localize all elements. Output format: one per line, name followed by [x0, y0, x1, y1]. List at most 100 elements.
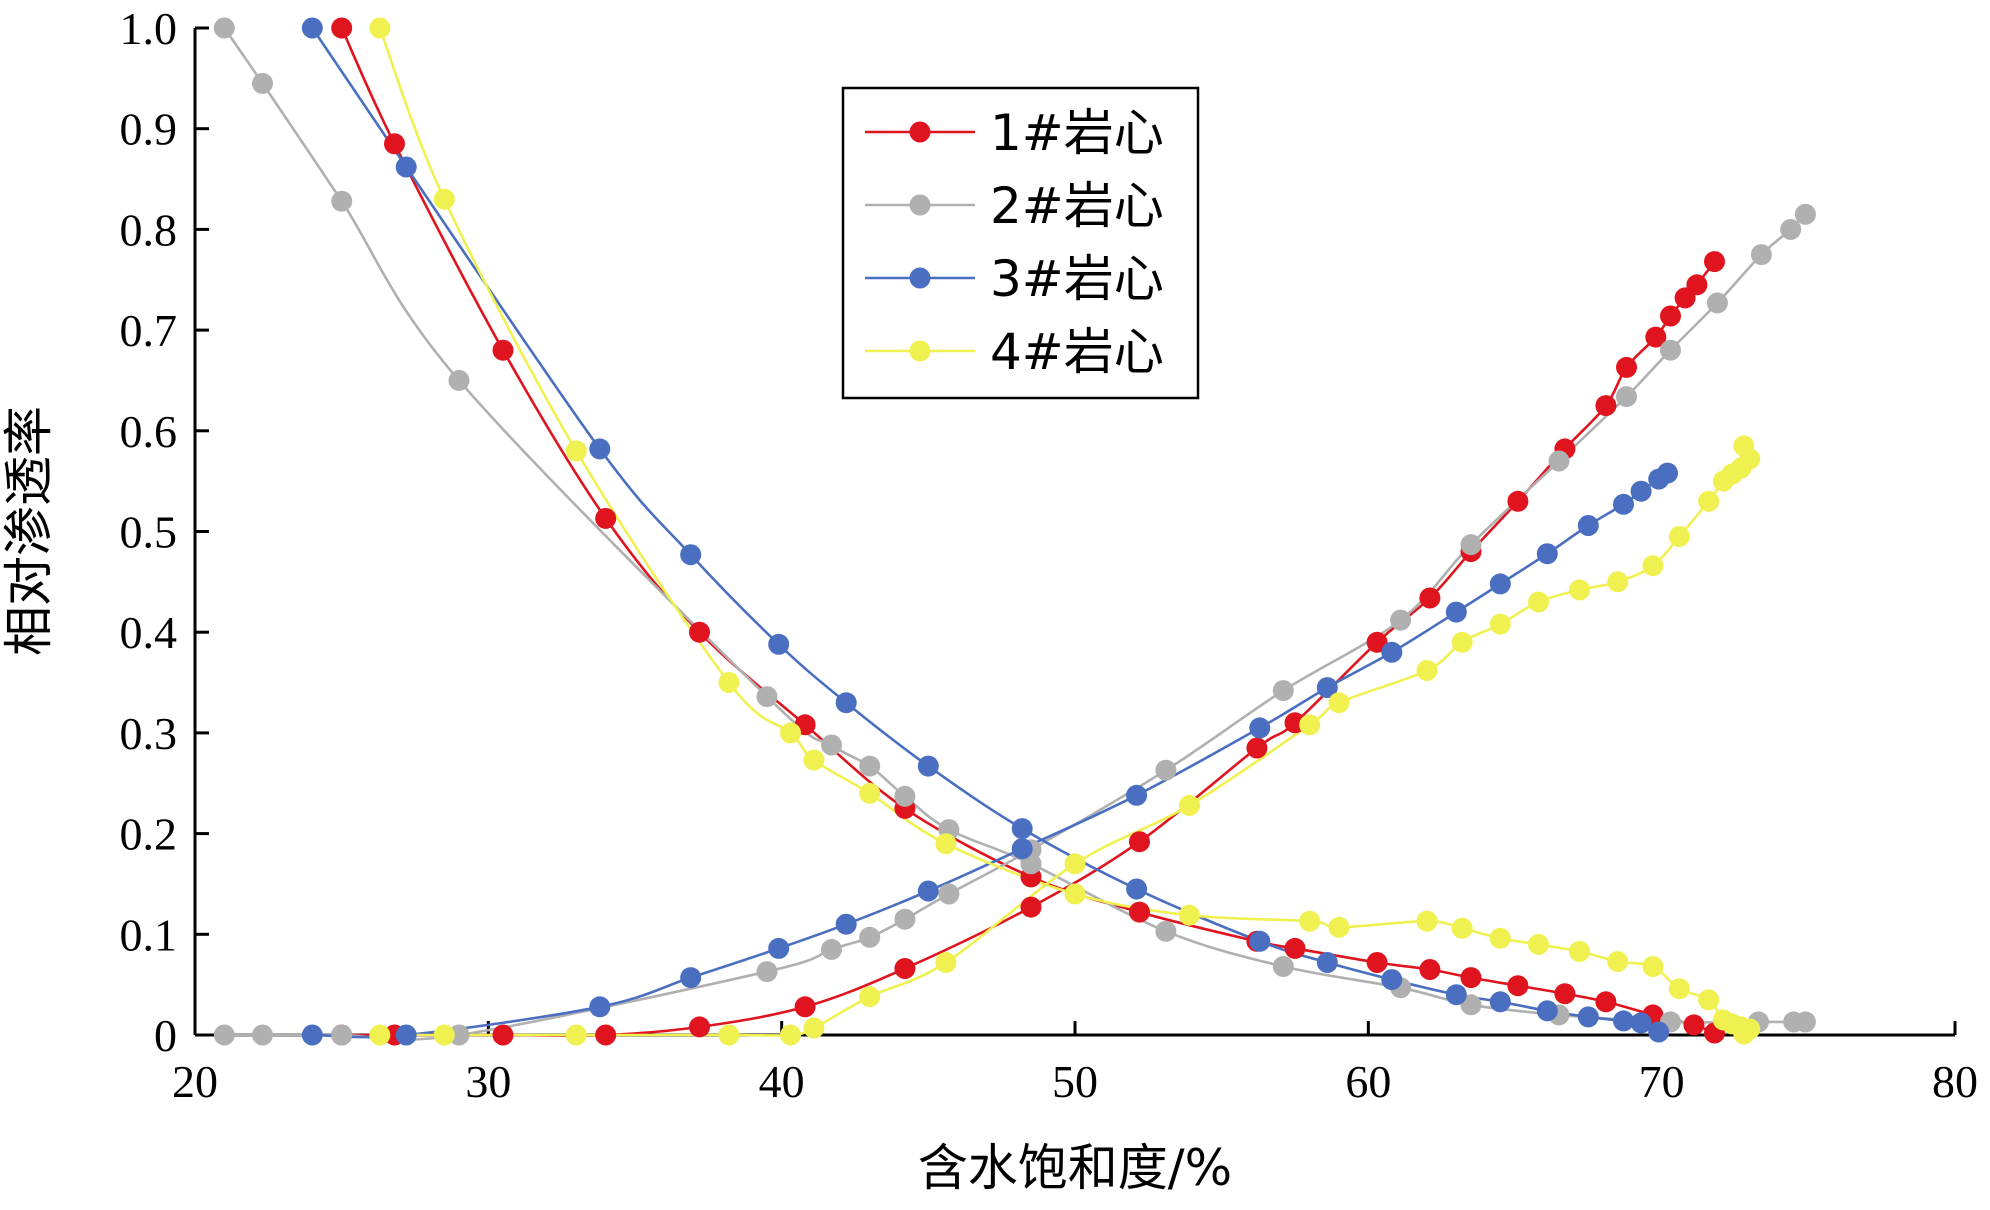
series-2-krw-point: [448, 1024, 470, 1046]
y-tick-label: 0.5: [120, 507, 178, 558]
series-4-kro-point: [1642, 956, 1664, 977]
series-4-krw-point: [780, 1024, 801, 1046]
legend-swatch-marker: [909, 121, 931, 143]
series-3-kro-point: [1249, 930, 1271, 952]
y-tick-label: 0.4: [120, 607, 178, 658]
series-1-krw-point: [1645, 326, 1667, 348]
series-4-kro-point: [718, 672, 740, 693]
series-3-krw-point: [1536, 543, 1558, 565]
legend-swatch-marker: [909, 340, 931, 362]
series-4-krw-point: [1299, 714, 1321, 736]
x-tick-label: 50: [1052, 1056, 1098, 1107]
series-4-krw-point: [1528, 591, 1549, 613]
legend-swatch-marker: [909, 194, 931, 216]
series-2-krw-point: [859, 926, 881, 948]
series-1-krw-point: [1616, 356, 1637, 378]
series-1-krw-point: [1507, 490, 1529, 512]
series-3-krw-point: [1381, 641, 1403, 663]
series-2-kro-point: [331, 190, 353, 212]
series-4-kro-point: [433, 188, 455, 210]
series-4-krw-point: [1328, 692, 1350, 714]
series-3-krw-point: [301, 1024, 323, 1046]
series-4-krw-point: [1698, 490, 1720, 512]
legend-label: 4#岩心: [990, 323, 1164, 381]
legend-item-2: 2#岩心: [865, 177, 1164, 235]
series-1-krw-point: [595, 1024, 617, 1046]
series-1-kro-point: [689, 621, 710, 643]
series-3-krw-line: [312, 472, 1669, 1039]
series-2-krw-point: [331, 1024, 353, 1046]
series-4-kro-point: [1733, 1023, 1755, 1045]
legend-label: 2#岩心: [990, 177, 1164, 235]
series-3-krw-point: [1126, 784, 1148, 806]
series-2-kro-point: [1272, 956, 1294, 977]
series-4-kro-point: [1328, 916, 1350, 938]
series-1-kro-point: [1683, 1014, 1705, 1036]
series-1-krw-point: [1686, 274, 1708, 296]
series-4-kro-point: [935, 833, 957, 855]
series-4-krw-point: [1668, 526, 1690, 547]
series-4-krw-point: [718, 1024, 740, 1046]
series-1-krw-point: [1246, 737, 1268, 759]
series-4-krw-point: [1416, 660, 1438, 681]
series-1-krw-point: [1660, 305, 1681, 327]
series-2-krw-point: [1750, 244, 1772, 266]
series-4-krw-point: [1642, 555, 1664, 577]
series-4-kro-point: [1489, 927, 1511, 949]
series-3-krw-point: [589, 996, 611, 1018]
y-axis-title: 相对渗透率: [0, 406, 58, 656]
series-4-krw-point: [1489, 613, 1511, 635]
series-1-kro-point: [1419, 959, 1441, 980]
series-3-kro-point: [835, 692, 857, 714]
x-tick-label: 30: [465, 1056, 511, 1107]
series-1-krw-point: [689, 1016, 710, 1038]
series-3-krw-point: [1577, 515, 1599, 536]
series-4-krw-point: [1607, 571, 1629, 593]
series-3-krw-point: [1249, 717, 1271, 739]
series-1-krw-point: [1595, 395, 1617, 417]
series-2-kro-point: [252, 72, 273, 94]
series-2-krw-point: [756, 961, 778, 983]
series-3-krw-point: [1445, 601, 1467, 623]
series-3-krw-point: [768, 937, 790, 959]
series-2-kro-point: [1460, 994, 1482, 1016]
series-4-kro-point: [780, 722, 801, 744]
series-2-krw-point: [252, 1024, 273, 1046]
series-2-krw-point: [1794, 203, 1816, 225]
series-3-kro-point: [1613, 1010, 1634, 1032]
series-4-krw-point: [859, 986, 881, 1008]
series-2-krw-point: [894, 908, 916, 930]
series-1-krw-point: [1419, 587, 1441, 609]
series-2-krw-point: [1390, 609, 1412, 631]
series-4-krw-point: [565, 1024, 587, 1046]
series-3-krw-point: [680, 967, 702, 989]
legend-swatch-marker: [909, 267, 931, 289]
legend-label: 1#岩心: [990, 104, 1164, 162]
series-4-kro-point: [1416, 910, 1438, 932]
y-tick-label: 0: [154, 1010, 177, 1061]
series-3-kro-point: [1577, 1006, 1599, 1028]
series-3-kro-point: [1489, 991, 1511, 1013]
series-3-krw-point: [917, 880, 939, 902]
series-3-kro-point: [917, 755, 939, 777]
series-4-krw-point: [1569, 579, 1590, 601]
x-tick-label: 20: [172, 1056, 218, 1107]
series-2-krw-point: [1706, 292, 1728, 314]
series-4-krw-point: [935, 952, 957, 973]
y-tick-label: 0.7: [120, 305, 178, 356]
series-2-kro-point: [894, 785, 916, 807]
series-1-krw-point: [894, 958, 916, 979]
series-2-krw-point: [213, 1024, 235, 1046]
series-3-kro-point: [1648, 1021, 1670, 1043]
series-4-kro-point: [1178, 904, 1200, 926]
series-2-kro-point: [756, 686, 778, 708]
y-tick-label: 0.6: [120, 406, 178, 457]
legend: 1#岩心 2#岩心 3#岩心 4#岩心: [841, 86, 1200, 400]
x-tick-label: 40: [759, 1056, 805, 1107]
series-3-kro-point: [1630, 1012, 1652, 1034]
y-tick-label: 0.3: [120, 708, 178, 759]
series-1-krw-point: [1129, 831, 1150, 853]
series-3-kro-point: [1126, 878, 1148, 900]
